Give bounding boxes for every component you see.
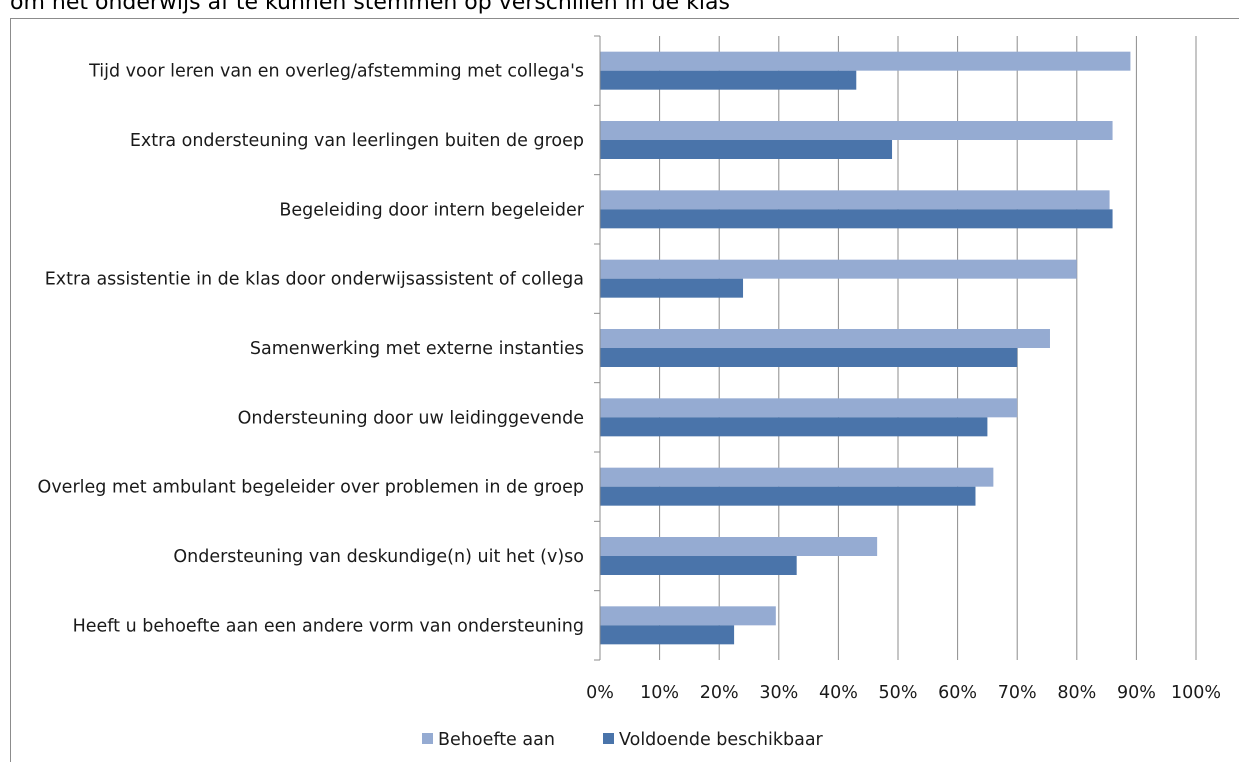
category-label: Extra ondersteuning van leerlingen buite… [130,131,584,151]
x-tick-label: 70% [998,683,1037,703]
bar-behoefte [600,259,1077,279]
x-tick-label: 80% [1057,683,1096,703]
x-tick-label: 100% [1171,683,1221,703]
bar-beschikbaar [600,625,735,645]
bar-beschikbaar [600,348,1018,367]
bar-behoefte [600,467,994,487]
bar-behoefte [600,190,1110,210]
bar-beschikbaar [600,556,797,575]
legend: Behoefte aan Voldoende beschikbaar [422,730,824,750]
legend-swatch [422,733,433,744]
bar-behoefte [600,329,1050,348]
category-label: Samenwerking met externe instanties [250,339,584,359]
bar-behoefte [600,606,776,626]
category-label: Heeft u behoefte aan een andere vorm van… [73,616,584,636]
bar-behoefte [600,51,1131,71]
category-label: Extra assistentie in de klas door onderw… [45,270,584,290]
legend-label: Behoefte aan [438,730,555,750]
bar-beschikbaar [600,140,893,159]
x-tick-label: 60% [938,683,977,703]
x-tick-label: 30% [759,683,798,703]
x-tick-label: 50% [879,683,918,703]
x-tick-labels: 0% 10% 20% 30% 40% 50% 60% 70% 80% 90% 100% [586,683,1221,703]
category-labels: Tijd voor leren van en overleg/afstemmin… [38,62,585,637]
category-label: Tijd voor leren van en overleg/afstemmin… [88,62,584,82]
x-tick-label: 90% [1117,683,1156,703]
y-axis [594,35,601,661]
bar-behoefte [600,537,878,556]
legend-swatch [603,733,614,744]
x-tick-label: 0% [586,683,614,703]
x-tick-label: 10% [640,683,679,703]
bar-behoefte [600,398,1018,418]
category-label: Ondersteuning door uw leidinggevende [238,408,584,428]
chart-title-fragment: om het onderwijs af te kunnen stemmen op… [10,0,730,15]
x-tick-label: 40% [819,683,858,703]
bar-beschikbaar [600,70,857,90]
bar-beschikbaar [600,209,1113,229]
bar-beschikbaar [600,278,744,298]
bars [600,51,1131,645]
bar-behoefte [600,121,1113,140]
category-label: Overleg met ambulant begeleider over pro… [38,478,584,498]
category-label: Begeleiding door intern begeleider [279,200,584,220]
chart-area [10,18,1239,762]
bar-beschikbaar [600,486,976,506]
x-tick-label: 20% [700,683,739,703]
category-label: Ondersteuning van deskundige(n) uit het … [173,547,584,567]
legend-label: Voldoende beschikbaar [619,730,824,750]
bar-beschikbaar [600,417,988,437]
